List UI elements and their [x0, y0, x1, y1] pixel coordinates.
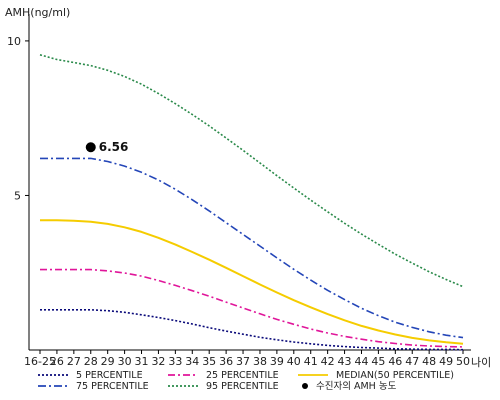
series-line-median-50-percentile: [40, 219, 464, 345]
x-tick-label: 16-25: [24, 355, 56, 368]
x-tick-label: 40: [287, 355, 301, 368]
x-tick-label: 38: [253, 355, 267, 368]
x-tick-label: 48: [422, 355, 436, 368]
x-tick-label: 44: [354, 355, 368, 368]
series-line-75-percentile: [40, 157, 464, 339]
x-tick-label: 39: [270, 355, 284, 368]
x-tick-label: 34: [185, 355, 199, 368]
series-line-25-percentile: [40, 268, 464, 348]
legend-label: 5 PERCENTILE: [76, 370, 143, 381]
legend-marker-dot: [302, 383, 308, 389]
legend-label: 75 PERCENTILE: [76, 381, 149, 392]
x-axis-label: 나이: [471, 356, 491, 369]
x-tick-label: 32: [151, 355, 165, 368]
x-tick-label: 36: [219, 355, 233, 368]
x-tick-label: 49: [439, 355, 453, 368]
y-tick-label: 10: [7, 35, 21, 48]
x-tick-label: 27: [67, 355, 81, 368]
x-tick-label: 37: [236, 355, 250, 368]
y-axis-label: AMH(ng/ml): [5, 6, 70, 19]
x-tick-label: 45: [371, 355, 385, 368]
x-tick-label: 43: [338, 355, 352, 368]
x-tick-label: 28: [84, 355, 98, 368]
x-tick-label: 35: [202, 355, 216, 368]
patient-marker: 6.56: [85, 140, 129, 154]
legend-label: MEDIAN(50 PERCENTILE): [336, 370, 454, 381]
x-tick-label: 33: [168, 355, 182, 368]
x-tick-label: 42: [321, 355, 335, 368]
patient-amh-value-label: 6.56: [99, 140, 129, 154]
x-tick-label: 47: [405, 355, 419, 368]
series-lines: [39, 54, 464, 351]
x-tick-label: 31: [135, 355, 149, 368]
patient-amh-point: [85, 142, 96, 153]
x-tick-label: 26: [50, 355, 64, 368]
x-tick-label: 41: [304, 355, 318, 368]
x-tick-label: 29: [101, 355, 115, 368]
x-tick-label: 30: [118, 355, 132, 368]
y-tick-label: 5: [14, 189, 21, 202]
legend-label: 수진자의 AMH 농도: [316, 381, 397, 392]
legend-label: 95 PERCENTILE: [206, 381, 279, 392]
series-line-95-percentile: [39, 54, 464, 288]
series-line-5-percentile: [40, 308, 464, 351]
legend-label: 25 PERCENTILE: [206, 370, 279, 381]
x-tick-label: 46: [388, 355, 402, 368]
legend: 5 PERCENTILE 25 PERCENTILE MEDIAN(50 PERCE…: [38, 370, 454, 392]
x-tick-label: 50: [456, 355, 470, 368]
